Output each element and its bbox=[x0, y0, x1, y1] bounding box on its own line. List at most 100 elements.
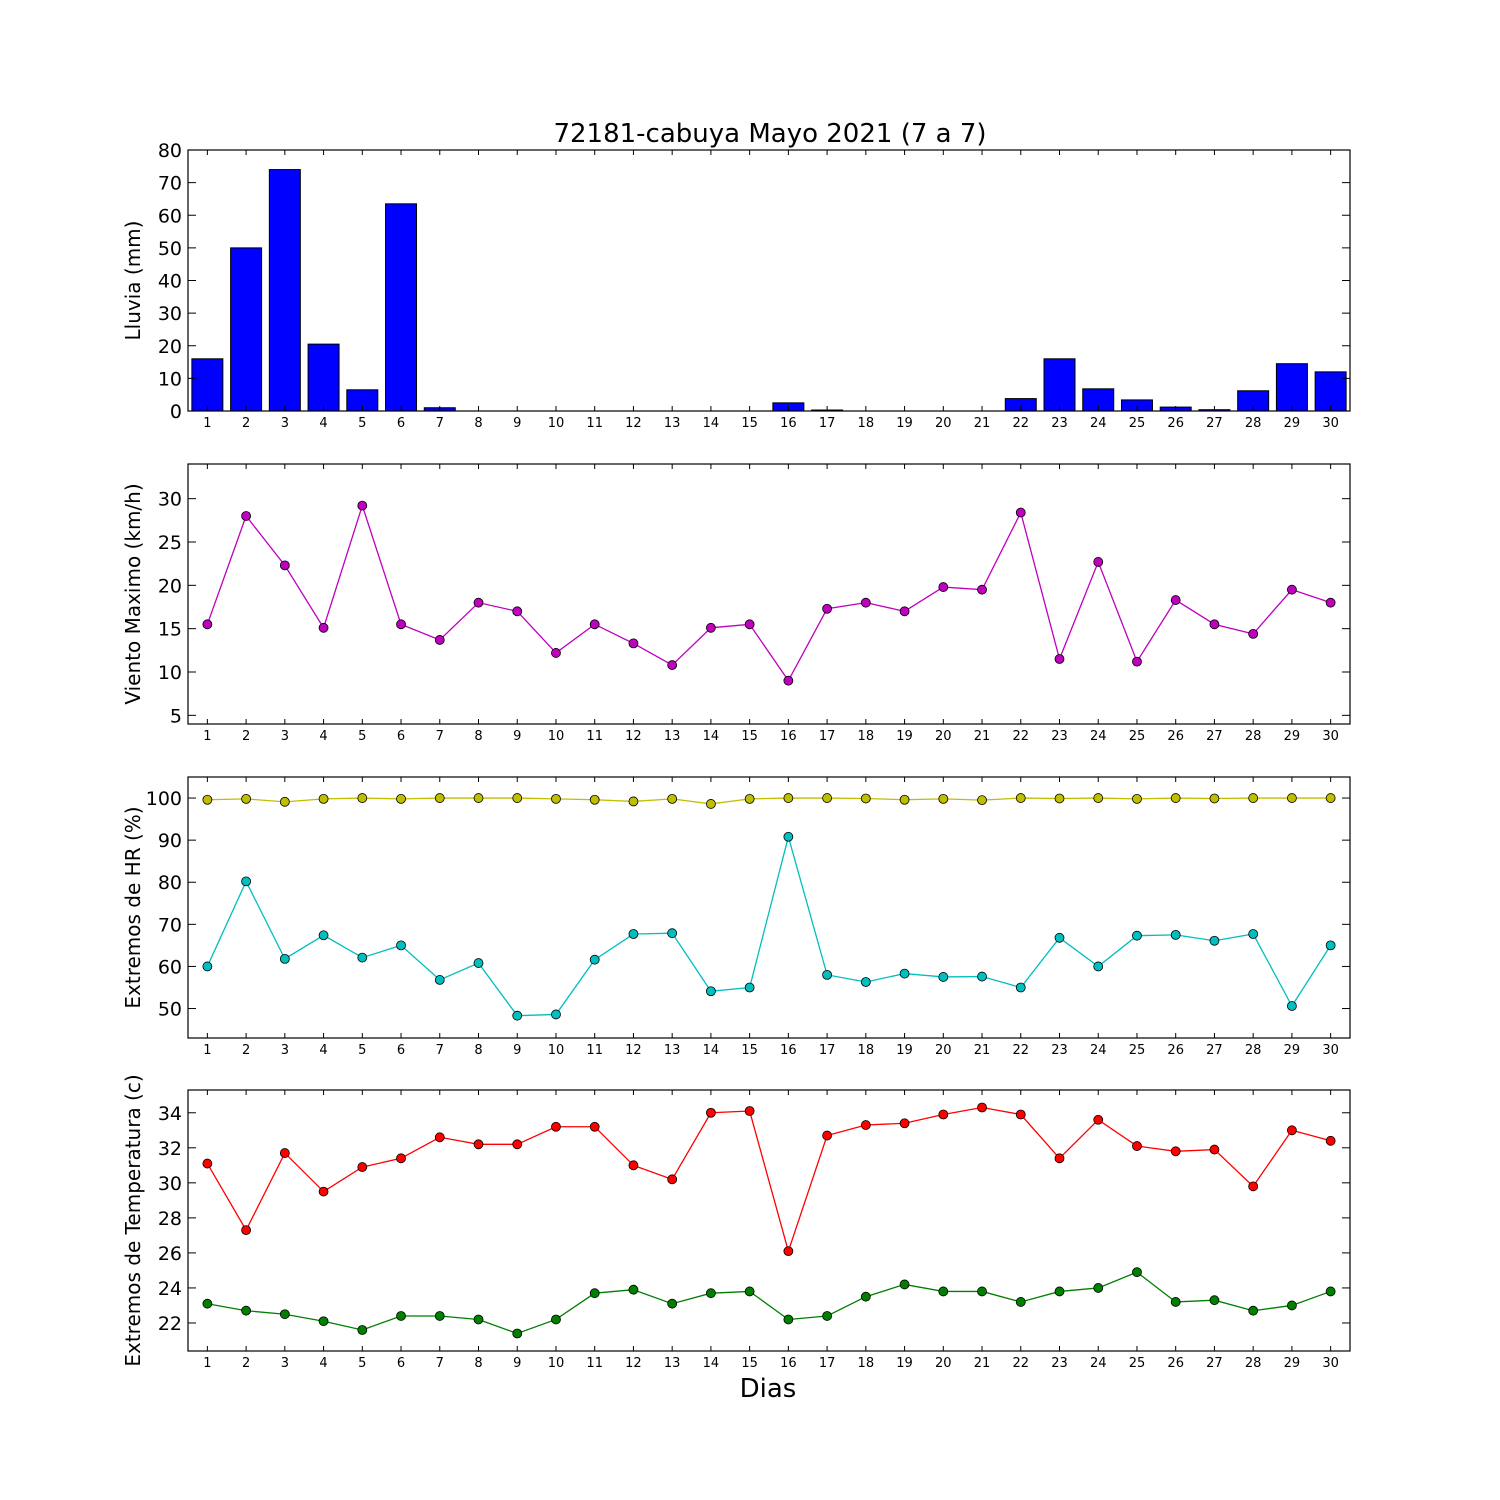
point-s1-day-5 bbox=[357, 793, 368, 803]
y-tick-label: 20 bbox=[158, 575, 182, 597]
x-tick-label: 8 bbox=[474, 1043, 482, 1058]
point-s2-day-6 bbox=[396, 1311, 406, 1321]
point-s1-day-25 bbox=[1132, 793, 1142, 804]
x-tick-label: 10 bbox=[548, 729, 565, 744]
x-tick-label: 25 bbox=[1129, 1043, 1146, 1058]
x-tick-label: 30 bbox=[1322, 416, 1339, 431]
y-tick-label: 60 bbox=[158, 956, 182, 978]
x-tick-label: 11 bbox=[586, 416, 603, 431]
x-tick-label: 1 bbox=[203, 1356, 211, 1371]
y-tick-label: 28 bbox=[158, 1208, 182, 1230]
x-tick-label: 14 bbox=[703, 729, 720, 744]
x-tick-label: 4 bbox=[319, 1356, 327, 1371]
point-s2-day-10 bbox=[551, 1314, 561, 1325]
point-s1-day-28 bbox=[1248, 628, 1259, 639]
point-s1-day-17 bbox=[822, 1130, 832, 1141]
x-tick-label: 11 bbox=[586, 1043, 603, 1058]
point-s2-day-13 bbox=[667, 1298, 678, 1309]
point-s1-day-9 bbox=[512, 793, 523, 803]
point-s1-day-6 bbox=[396, 1153, 406, 1164]
point-s1-day-12 bbox=[628, 796, 639, 807]
y-tick-label: 30 bbox=[158, 303, 182, 325]
x-tick-label: 29 bbox=[1284, 1043, 1301, 1058]
point-s2-day-21 bbox=[977, 1286, 987, 1297]
point-s2-day-8 bbox=[473, 1314, 484, 1325]
point-s1-day-5 bbox=[357, 1162, 368, 1172]
point-s1-day-3 bbox=[279, 560, 290, 571]
point-s1-day-4 bbox=[318, 1186, 329, 1197]
panels: 1 2 3 4 5 6 7 8 9 10 11 12 13 14 15 16 17 18 19 20 21 22 23 24 2… bbox=[121, 140, 1351, 1371]
point-s1-day-28 bbox=[1248, 1181, 1259, 1192]
x-tick-label: 16 bbox=[780, 729, 797, 744]
x-tick-label: 12 bbox=[625, 416, 642, 431]
point-s1-day-2 bbox=[241, 793, 252, 804]
point-s2-day-15 bbox=[744, 1286, 755, 1297]
point-s2-day-17 bbox=[822, 1311, 832, 1321]
x-tick-label: 14 bbox=[703, 416, 720, 431]
bar-day-30 bbox=[1314, 371, 1347, 412]
point-s1-day-7 bbox=[434, 1132, 445, 1143]
point-s2-day-5 bbox=[357, 1325, 368, 1335]
point-s1-day-11 bbox=[589, 1121, 600, 1132]
x-tick-label: 8 bbox=[474, 729, 482, 744]
x-tick-label: 19 bbox=[896, 729, 913, 744]
x-tick-label: 12 bbox=[625, 1356, 642, 1371]
x-tick-label: 27 bbox=[1206, 1043, 1223, 1058]
point-s2-day-16 bbox=[783, 1314, 794, 1325]
point-s1-day-10 bbox=[551, 1121, 561, 1132]
x-tick-label: 17 bbox=[819, 416, 836, 431]
point-s1-day-14 bbox=[706, 799, 716, 809]
x-tick-label: 27 bbox=[1206, 1356, 1223, 1371]
x-tick-label: 9 bbox=[513, 1043, 521, 1058]
point-s1-day-20 bbox=[938, 793, 949, 804]
point-s1-day-6 bbox=[396, 619, 406, 630]
point-s2-day-23 bbox=[1054, 1286, 1065, 1297]
point-s1-day-14 bbox=[706, 622, 716, 633]
bar-day-4 bbox=[307, 343, 340, 412]
x-tick-label: 16 bbox=[780, 1356, 797, 1371]
point-s2-day-10 bbox=[551, 1009, 561, 1020]
x-tick-label: 2 bbox=[242, 1356, 250, 1371]
point-s2-day-1 bbox=[202, 1298, 213, 1309]
axes-frame bbox=[187, 463, 1351, 725]
x-tick-label: 22 bbox=[1012, 729, 1029, 744]
point-s2-day-18 bbox=[860, 977, 871, 987]
x-tick-label: 1 bbox=[203, 729, 211, 744]
x-tick-label: 24 bbox=[1090, 1356, 1107, 1371]
x-tick-label: 18 bbox=[858, 1043, 875, 1058]
point-s1-day-3 bbox=[279, 1148, 290, 1158]
x-tick-label: 11 bbox=[586, 1356, 603, 1371]
point-s1-day-29 bbox=[1287, 1125, 1297, 1136]
point-s1-day-21 bbox=[977, 584, 987, 595]
point-s1-day-5 bbox=[357, 500, 368, 511]
point-s1-day-1 bbox=[202, 619, 213, 630]
point-s2-day-22 bbox=[1015, 982, 1026, 993]
point-s2-day-12 bbox=[628, 929, 639, 939]
y-tick-label: 30 bbox=[158, 489, 182, 511]
x-tick-label: 30 bbox=[1322, 1356, 1339, 1371]
x-tick-label: 22 bbox=[1012, 1356, 1029, 1371]
y-tick-label: 90 bbox=[158, 830, 182, 852]
x-tick-label: 23 bbox=[1051, 729, 1068, 744]
x-tick-label: 13 bbox=[664, 1356, 681, 1371]
x-tick-label: 14 bbox=[703, 1356, 720, 1371]
point-s1-day-30 bbox=[1325, 597, 1336, 608]
point-s1-day-23 bbox=[1054, 793, 1065, 804]
x-tick-label: 16 bbox=[780, 1043, 797, 1058]
x-axis-label: Dias bbox=[740, 1374, 797, 1404]
bar-day-23 bbox=[1043, 358, 1076, 412]
series-line-2 bbox=[206, 834, 1332, 1017]
point-s1-day-24 bbox=[1093, 557, 1104, 567]
y-tick-label: 15 bbox=[158, 619, 182, 641]
point-s1-day-8 bbox=[473, 597, 484, 608]
point-s2-day-19 bbox=[899, 1279, 910, 1290]
point-s1-day-12 bbox=[628, 638, 639, 649]
x-tick-label: 21 bbox=[974, 1043, 991, 1058]
point-s1-day-7 bbox=[434, 635, 445, 645]
x-tick-label: 5 bbox=[358, 1356, 366, 1371]
point-s2-day-28 bbox=[1248, 1305, 1259, 1316]
point-s2-day-30 bbox=[1325, 1286, 1336, 1297]
series-line-1 bbox=[207, 797, 1331, 805]
point-s2-day-4 bbox=[318, 930, 329, 941]
x-tick-label: 5 bbox=[358, 729, 366, 744]
